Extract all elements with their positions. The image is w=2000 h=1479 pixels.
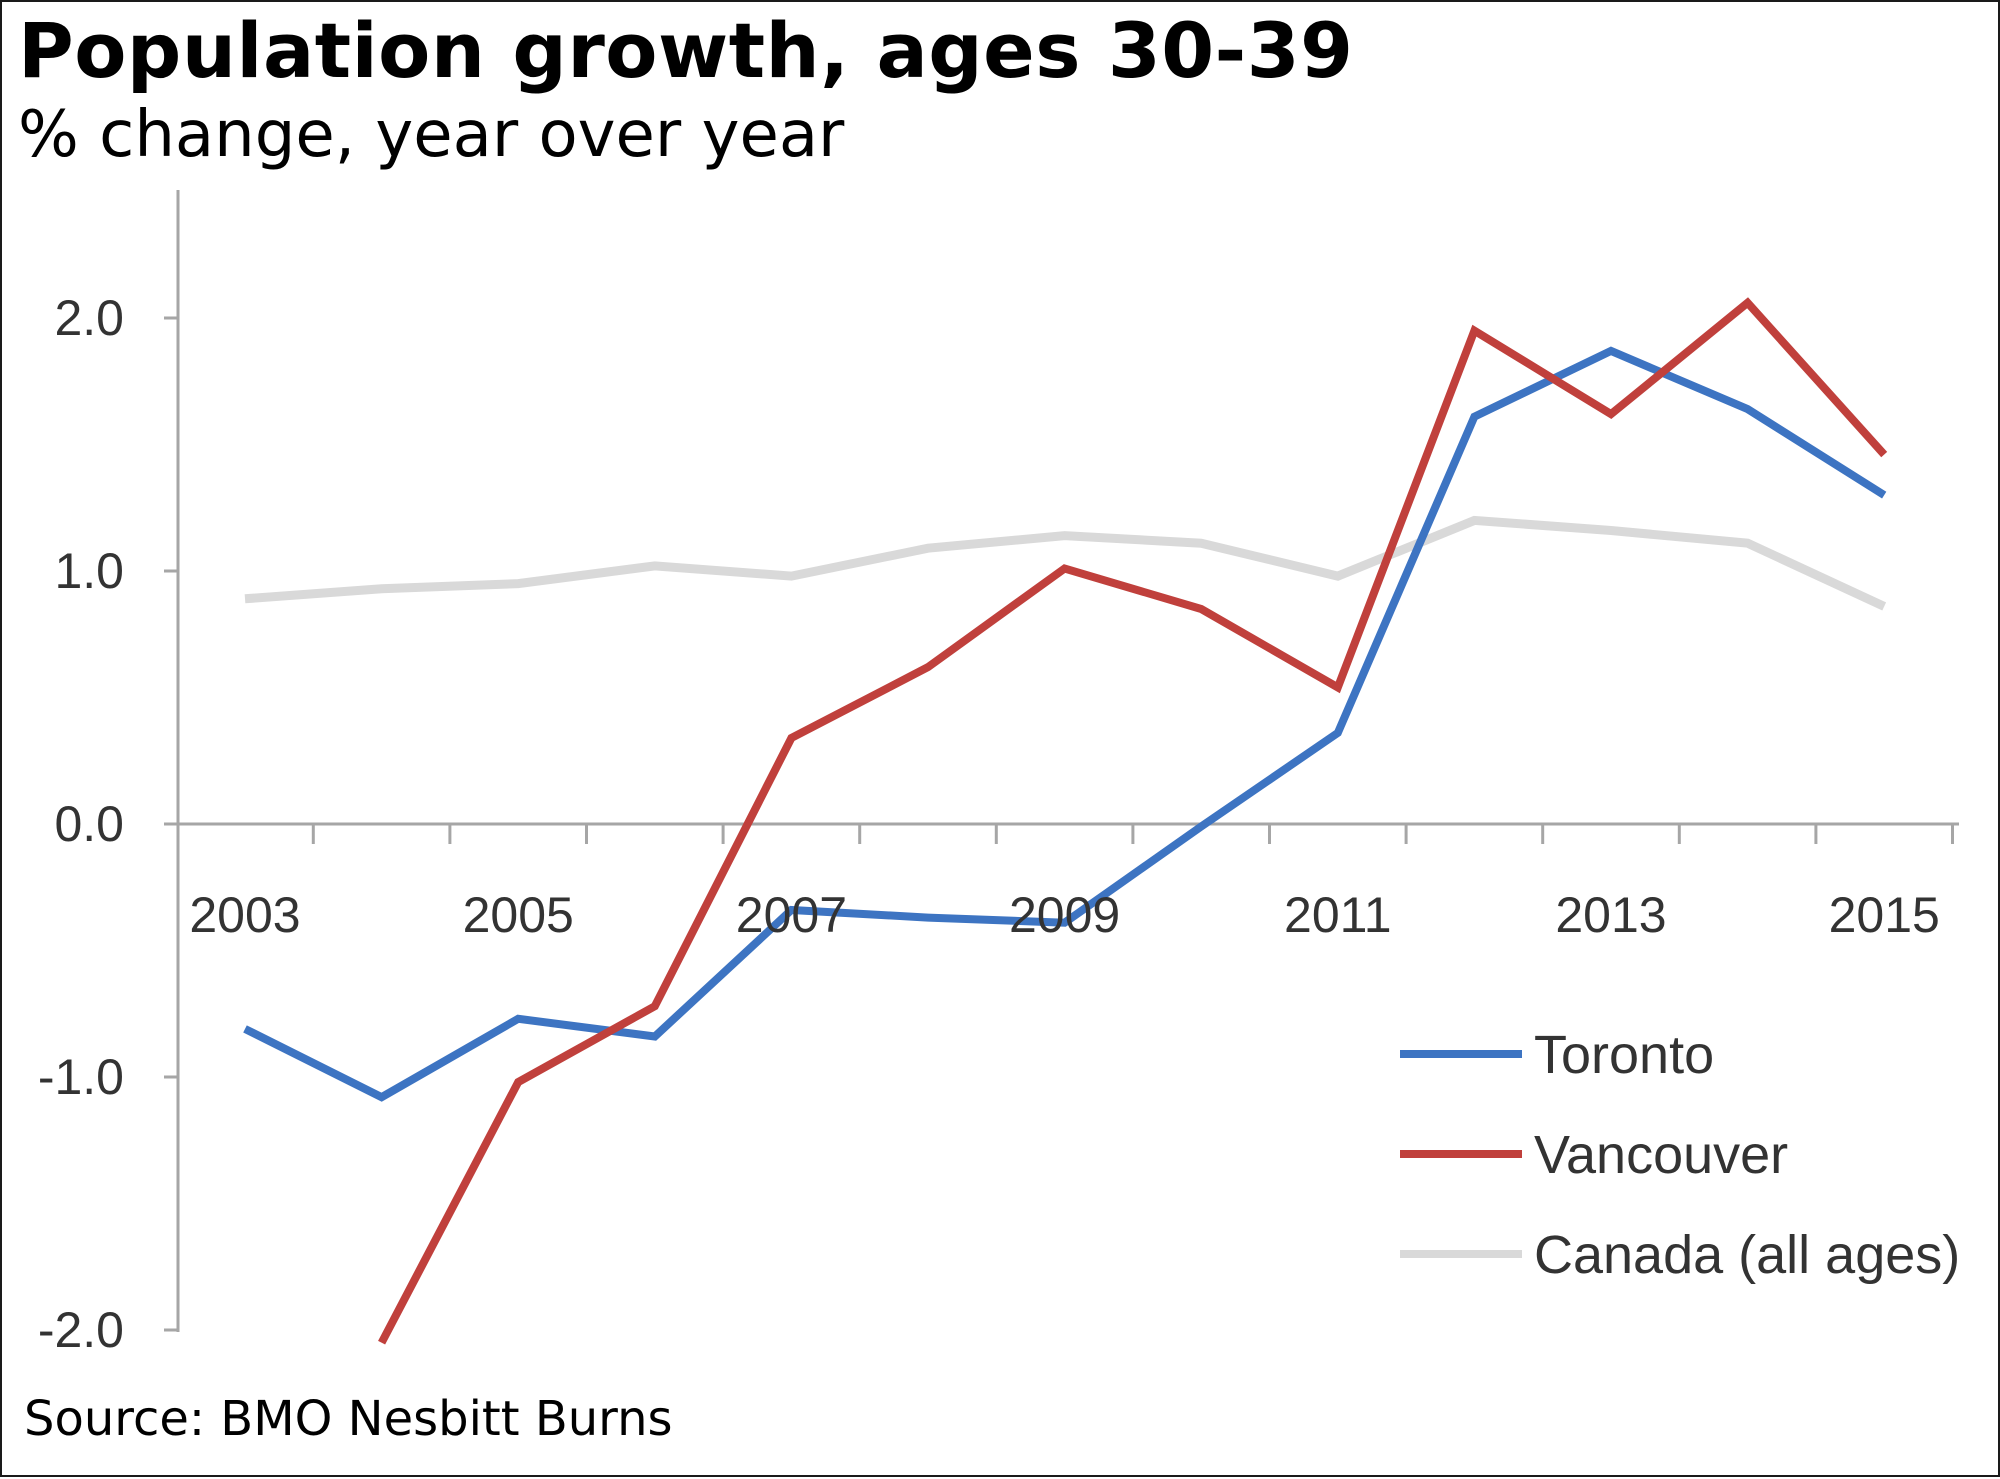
legend-label: Canada (all ages) <box>1534 1225 1960 1285</box>
x-tick-label: 2011 <box>1284 887 1392 943</box>
series-line-canada-all-ages <box>245 520 1884 606</box>
x-tick-label: 2003 <box>189 887 300 943</box>
y-tick-label: 0.0 <box>54 796 124 852</box>
y-tick-label: 2.0 <box>54 290 124 346</box>
y-tick-label: -2.0 <box>38 1302 124 1358</box>
x-tick-label: 2013 <box>1555 887 1666 943</box>
x-tick-label: 2009 <box>1009 887 1120 943</box>
legend-item: Canada (all ages) <box>1400 1225 1960 1285</box>
x-tick-label: 2007 <box>736 887 847 943</box>
series-line-toronto <box>245 351 1884 1097</box>
x-tick-label: 2005 <box>463 887 574 943</box>
line-chart: 2.0 1.0 0.0 -1.0 -2.0 2003 2005 2007 2009 2011 201… <box>2 2 2000 1479</box>
legend-item: Toronto <box>1400 1025 1714 1085</box>
chart-frame: Population growth, ages 30-39 % change, … <box>0 0 2000 1477</box>
legend-label: Toronto <box>1534 1025 1714 1085</box>
legend-item: Vancouver <box>1400 1125 1788 1185</box>
y-tick-label: 1.0 <box>54 543 124 599</box>
x-tick-label: 2015 <box>1829 887 1940 943</box>
y-tick-label: -1.0 <box>38 1049 124 1105</box>
source-note: Source: BMO Nesbitt Burns <box>24 1391 673 1447</box>
legend-label: Vancouver <box>1534 1125 1788 1185</box>
